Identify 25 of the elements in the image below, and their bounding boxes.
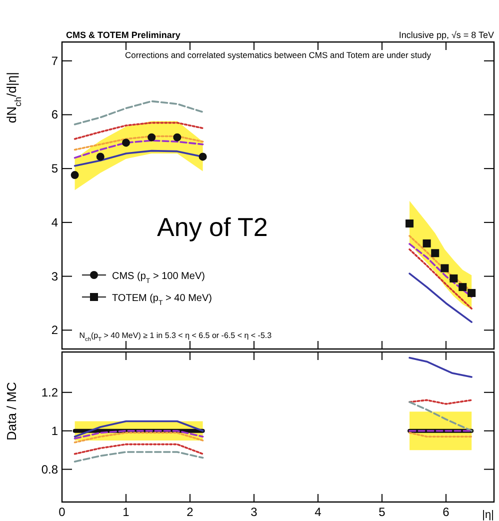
legend-label: CMS (p$_{T}$ > 100 MeV)	[112, 271, 205, 284]
x-tick-label: 5	[378, 505, 386, 519]
y-tick-label: 7	[51, 54, 58, 68]
legend-label: TOTEM (p$_{T}$ > 40 MeV)	[112, 293, 212, 306]
y-tick-label: 4	[51, 215, 58, 230]
x-axis-title: |η|	[482, 509, 494, 521]
y-axis-title: Data / MC	[4, 382, 19, 441]
chart-subtitle: Inclusive pp, √s = 8 TeV	[398, 30, 494, 40]
y-tick-label: 2	[51, 323, 58, 338]
x-tick-label: 0	[58, 505, 66, 519]
annotation: Corrections and correlated systematics between CMS and Totem are under study	[125, 50, 432, 60]
annotation: Any of T2	[157, 212, 268, 242]
y-tick-label: 1	[51, 424, 58, 438]
chart-title: CMS & TOTEM Preliminary	[66, 30, 180, 40]
y-tick-label: 5	[51, 162, 58, 176]
x-tick-label: 3	[250, 505, 258, 519]
y-tick-label: 1.2	[41, 385, 58, 400]
x-tick-label: 2	[186, 505, 194, 519]
x-tick-label: 6	[442, 505, 450, 519]
y-tick-label: 3	[51, 269, 58, 284]
x-tick-label: 1	[122, 505, 130, 519]
annotation: N$_{ch}$(p$_{T}$ > 40 MeV) ≥ 1 in 5.3 < η < 6.5 or -6.5 < η < -5.3	[79, 331, 272, 343]
y-tick-label: 0.8	[41, 462, 58, 476]
x-tick-label: 4	[314, 505, 322, 519]
y-tick-label: 6	[51, 108, 58, 122]
